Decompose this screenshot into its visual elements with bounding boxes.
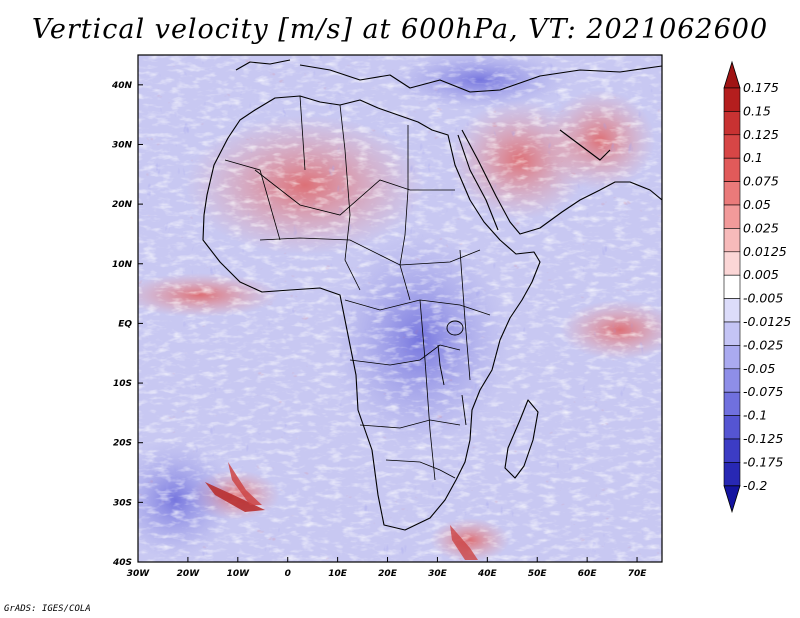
colorbar: 0.175 0.15 0.125 0.1 0.075 0.05 0.025 0.0125 0.0… [723, 60, 791, 514]
mediterranean-north-coastline [299, 64, 662, 93]
colorbar-label: -0.1 [743, 408, 767, 423]
border-line [299, 95, 306, 171]
arabia-coastline [461, 129, 662, 235]
grads-credit: GrADS: IGES/COLA [4, 604, 91, 614]
colorbar-swatch [723, 415, 741, 440]
colorbar-swatch [723, 438, 741, 463]
map-title: Vertical velocity [m/s] at 600hPa, VT: 2… [31, 14, 769, 45]
colorbar-label: 0.15 [743, 103, 771, 118]
colorbar-swatch [723, 204, 741, 229]
border-line [385, 459, 456, 479]
colorbar-bottom-triangle [723, 485, 741, 514]
colorbar-swatch [723, 87, 741, 112]
country-borders [224, 95, 491, 481]
lat-tick-label: 30N [112, 140, 133, 150]
lon-tick-label: 20W [177, 569, 201, 579]
colorbar-label: -0.005 [743, 291, 783, 306]
colorbar-top-triangle [723, 60, 741, 89]
lat-tick-label: 20S [113, 439, 132, 449]
coastlines [202, 59, 662, 531]
colorbar-label: 0.175 [743, 80, 779, 95]
colorbar-swatch [723, 228, 741, 253]
colorbar-label: 0.125 [743, 127, 779, 142]
colorbar-label: 0.05 [743, 197, 771, 212]
texture-red [138, 55, 662, 562]
colorbar-swatch [723, 274, 741, 299]
strong-ascent-streak-2 [228, 462, 262, 505]
colorbar-swatch [723, 157, 741, 182]
lat-tick-label: 10N [112, 260, 133, 270]
lon-tick-label: 30W [127, 569, 151, 579]
colorbar-swatch [723, 298, 741, 323]
africa-coastline [202, 95, 541, 531]
persian-gulf-coastline [559, 129, 611, 161]
lat-tick-label: 40N [111, 81, 133, 91]
colorbar-swatch [723, 368, 741, 393]
iberia-coastline [235, 59, 291, 71]
colorbar-label: 0.075 [743, 174, 779, 189]
lat-tick-label: 40S [112, 558, 132, 568]
lon-tick-label: 10E [328, 569, 348, 579]
border-line [224, 159, 281, 241]
border-line [349, 344, 461, 366]
colorbar-label: -0.175 [743, 454, 783, 469]
border-line [339, 104, 361, 291]
colorbar-swatch [723, 181, 741, 206]
lon-tick-label: 10W [227, 569, 251, 579]
colorbar-label: -0.075 [743, 384, 783, 399]
lon-tick-label: 30E [428, 569, 448, 579]
lon-tick-label: 0 [285, 569, 291, 579]
colorbar-label: -0.05 [743, 361, 775, 376]
axis-ticks: 30W 20W 10W 0 10E 20E 30E 40E 50E 60E 70E 40N 30N 20N… [111, 81, 647, 579]
colorbar-label: 0.025 [743, 220, 779, 235]
colorbar-swatch [723, 321, 741, 346]
border-line [459, 249, 471, 381]
border-line [259, 237, 481, 266]
border-line [419, 299, 436, 481]
strong-ascent-streak-3 [450, 525, 478, 560]
colorbar-label: -0.2 [743, 478, 767, 493]
border-line [399, 125, 411, 301]
lat-tick-label: EQ [118, 319, 132, 329]
lon-tick-label: 20E [378, 569, 398, 579]
colorbar-label: -0.125 [743, 431, 783, 446]
lake-tanganyika [437, 344, 445, 386]
lakes [437, 320, 467, 426]
border-line [254, 169, 455, 216]
colorbar-swatch [723, 134, 741, 159]
map-frame [137, 54, 663, 563]
lat-tick-label: 30S [113, 498, 132, 508]
colorbar-label: 0.0125 [743, 244, 787, 259]
madagascar-coastline [504, 399, 539, 479]
lake-malawi [461, 394, 467, 426]
colorbar-label: 0.005 [743, 267, 779, 282]
colorbar-swatch [723, 251, 741, 276]
map-plot-area [138, 55, 662, 562]
colorbar-swatch [723, 111, 741, 136]
colorbar-swatch [723, 462, 741, 487]
red-sea-coastline [457, 134, 499, 231]
border-line [359, 419, 461, 429]
colorbar-swatch [723, 345, 741, 370]
colorbar-swatch [723, 391, 741, 416]
lon-tick-label: 50E [528, 569, 548, 579]
colorbar-label: -0.0125 [743, 314, 791, 329]
colorbar-label: 0.1 [743, 150, 763, 165]
lat-tick-label: 20N [112, 200, 133, 210]
lon-tick-label: 70E [628, 569, 648, 579]
colorbar-label: -0.025 [743, 337, 783, 352]
lat-tick-label: 10S [113, 379, 132, 389]
lake-victoria [446, 320, 464, 336]
lon-tick-label: 40E [477, 569, 498, 579]
lon-tick-label: 60E [578, 569, 598, 579]
